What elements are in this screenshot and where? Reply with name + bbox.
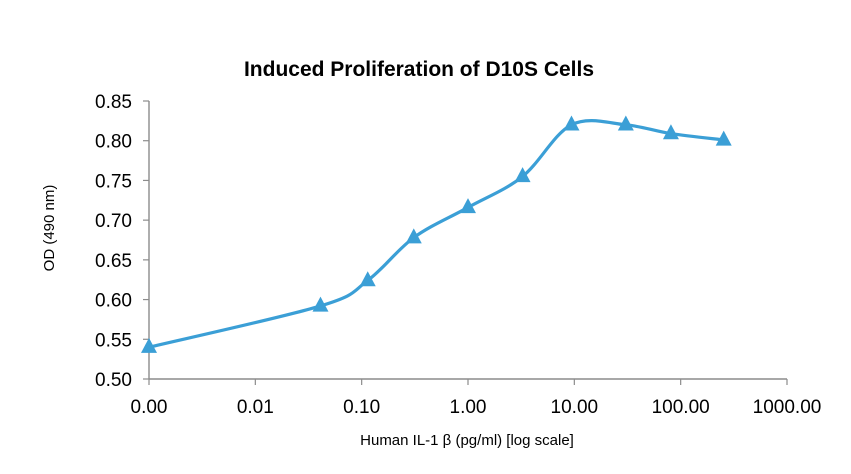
series-line [147, 119, 726, 349]
x-tick-label: 0.01 [237, 397, 274, 418]
data-point-marker [617, 115, 634, 131]
x-tick-label: 1000.00 [753, 397, 822, 418]
data-point-marker [312, 296, 329, 312]
x-tick-label: 100.00 [652, 397, 710, 418]
x-tick-label: 0.00 [131, 397, 168, 418]
y-axis: 0.85 0.80 0.75 0.70 0.65 0.60 0.55 0.50 [95, 92, 150, 391]
y-tick-label: 0.70 [95, 211, 132, 232]
data-point-marker [662, 124, 679, 140]
data-point-marker [715, 130, 732, 146]
y-tick-label: 0.55 [95, 330, 132, 351]
data-point-marker [563, 115, 580, 131]
x-tick-label: 0.10 [343, 397, 380, 418]
y-tick-label: 0.60 [95, 291, 132, 312]
data-point-marker [514, 167, 531, 183]
y-tick-label: 0.85 [95, 92, 132, 113]
data-point-marker [359, 271, 376, 287]
data-point-marker [460, 198, 476, 214]
series-group [141, 115, 732, 353]
x-tick-label: 10.00 [551, 397, 599, 418]
data-point-marker [141, 337, 157, 353]
y-tick-label: 0.50 [95, 370, 132, 391]
x-axis: 0.00 0.01 0.10 1.00 10.00 100.00 1000.00 [131, 378, 822, 418]
y-tick-label: 0.65 [95, 251, 132, 272]
y-tick-label: 0.80 [95, 132, 132, 153]
x-axis-label: Human IL-1 β (pg/ml) [log scale] [360, 432, 574, 449]
data-point-marker [405, 228, 422, 244]
x-tick-label: 1.00 [450, 397, 487, 418]
y-tick-label: 0.75 [95, 171, 132, 192]
chart-title: Induced Proliferation of D10S Cells [244, 58, 594, 81]
y-axis-label: OD (490 nm) [41, 185, 58, 272]
